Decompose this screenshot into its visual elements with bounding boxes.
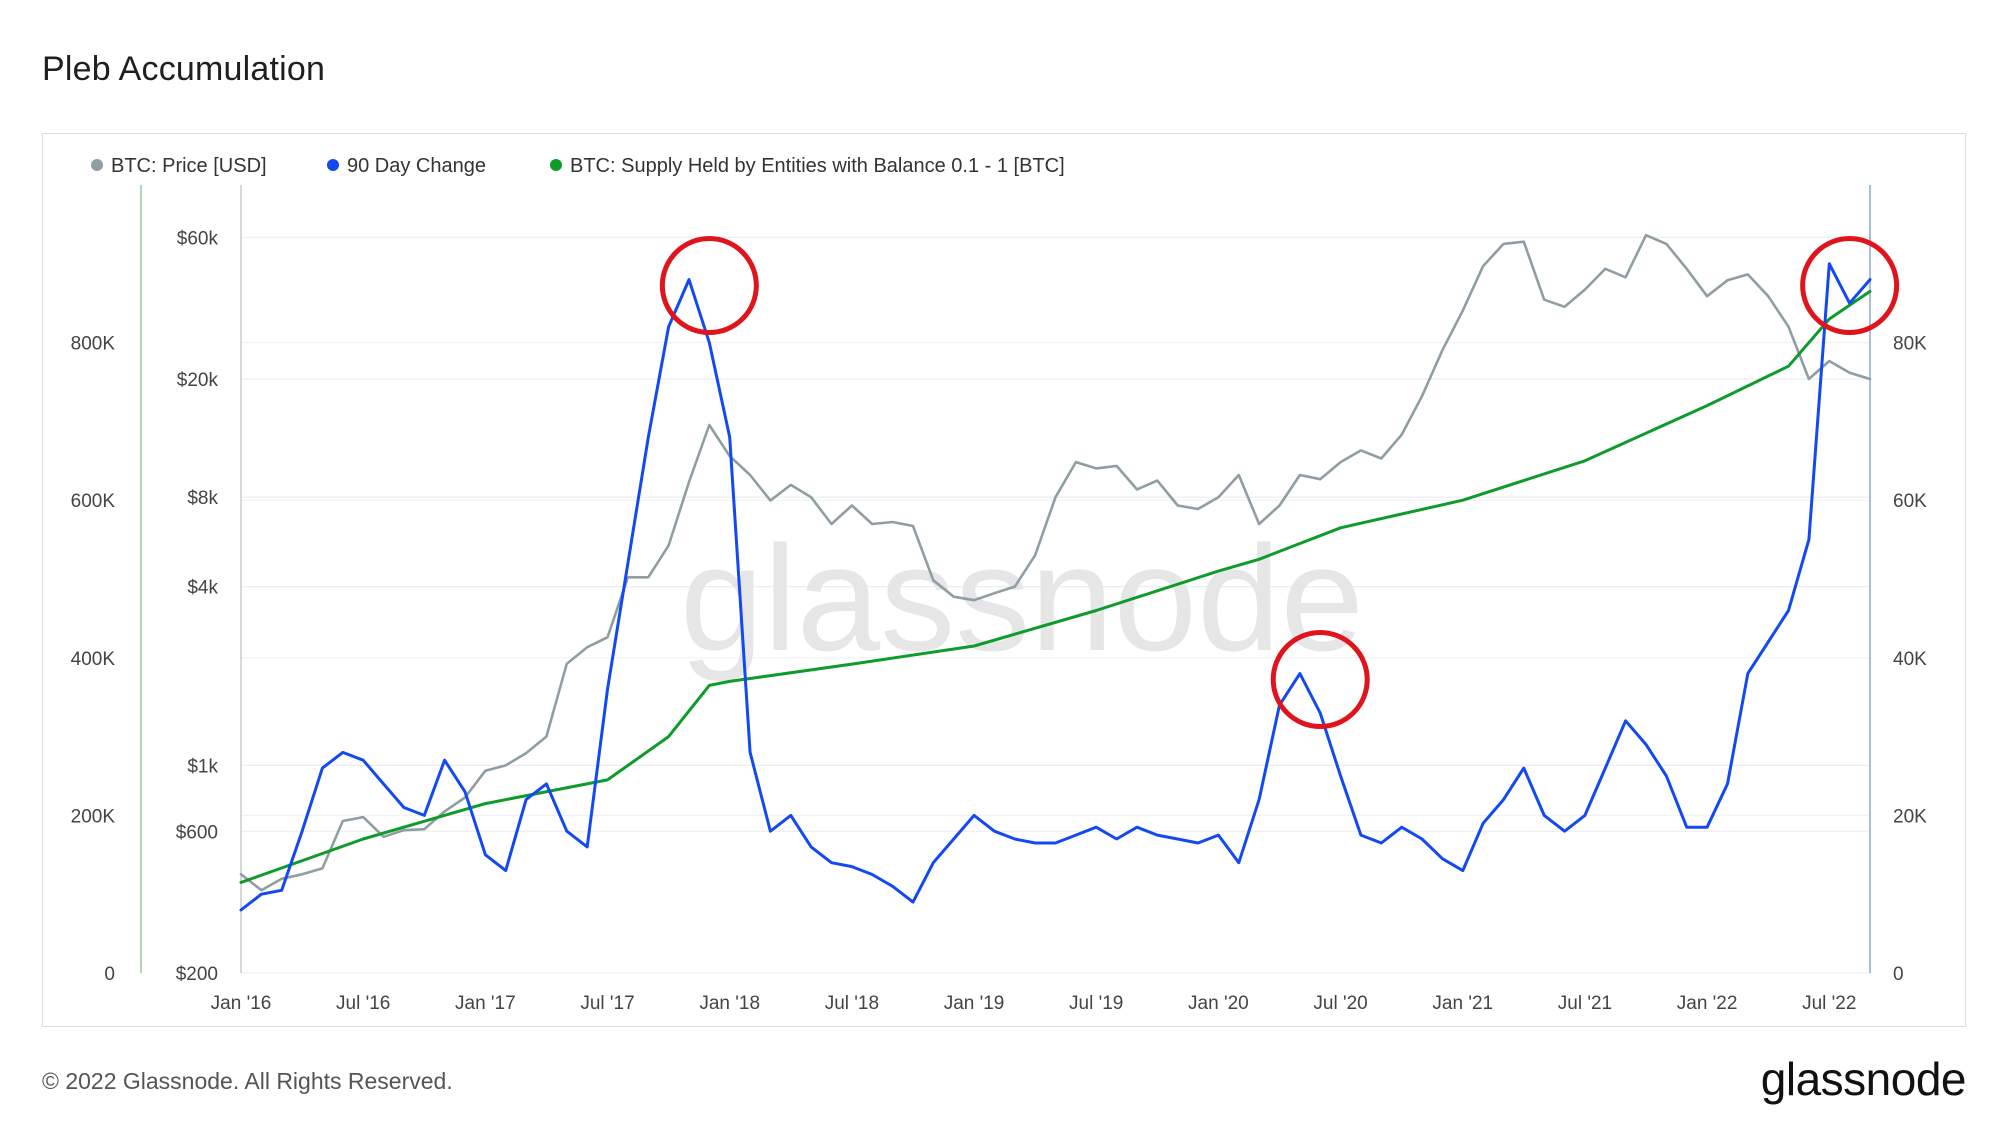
glassnode-logo: glassnode [1760,1053,1967,1105]
grid-layer [241,236,1870,974]
y-left-outer-tick-label: 200K [71,806,116,827]
series-price-line [239,233,1872,892]
annotation-circle [659,236,759,336]
legend-item-supply-label: BTC: Supply Held by Entities with Balanc… [570,155,1065,177]
x-tick-label: Jul '16 [336,993,390,1014]
y-left-outer-tick-label: 400K [71,649,116,670]
legend: BTC: Price [USD] 90 Day Change BTC: Supp… [91,155,1065,177]
y-right-tick-label: 20K [1893,806,1927,827]
x-tick-label: Jan '22 [1677,993,1738,1014]
x-tick-label: Jul '20 [1313,993,1367,1014]
axis-labels-layer: 0 200K 400K 600K 800K $200 $600 $1k $4k $8k $20k $6… [71,228,1928,1014]
y-left-outer-tick-label: 600K [71,491,116,512]
x-tick-label: Jan '18 [699,993,760,1014]
annotation-circle [1800,236,1900,336]
x-tick-label: Jul '17 [580,993,634,1014]
chart-frame [42,133,1966,1027]
y-left-inner-tick-label: $200 [176,964,218,985]
legend-item-price-marker [91,159,103,171]
x-tick-label: Jul '18 [825,993,879,1014]
x-tick-label: Jan '20 [1188,993,1249,1014]
y-right-tick-label: 60K [1893,491,1927,512]
y-right-tick-label: 0 [1893,964,1904,985]
watermark: glassnode [680,514,1364,682]
page-title: Pleb Accumulation [42,50,326,88]
x-tick-label: Jan '21 [1432,993,1493,1014]
x-tick-label: Jan '16 [211,993,272,1014]
series-supply-line [239,289,1872,884]
y-right-tick-label: 80K [1893,334,1927,355]
y-left-inner-tick-label: $20k [177,370,219,391]
legend-item-change-marker [327,159,339,171]
legend-item-supply-marker [550,159,562,171]
x-tick-label: Jan '19 [944,993,1005,1014]
x-tick-label: Jul '19 [1069,993,1123,1014]
y-left-inner-tick-label: $60k [177,228,219,249]
y-left-outer-tick-label: 0 [104,964,115,985]
footer-copyright: © 2022 Glassnode. All Rights Reserved. [42,1068,453,1094]
y-right-tick-label: 40K [1893,649,1927,670]
x-tick-label: Jan '17 [455,993,516,1014]
x-tick-label: Jul '22 [1802,993,1856,1014]
annotation-circle [1270,630,1370,730]
y-left-inner-tick-label: $1k [187,756,218,777]
annotations-layer [659,236,1900,730]
legend-item-change-label: 90 Day Change [347,155,486,177]
legend-item-price-label: BTC: Price [USD] [111,155,267,177]
series-change-line [239,262,1872,912]
y-left-outer-tick-label: 800K [71,334,116,355]
y-left-inner-tick-label: $8k [187,488,218,509]
y-left-inner-tick-label: $4k [187,578,218,599]
y-left-inner-tick-label: $600 [176,822,218,843]
x-tick-label: Jul '21 [1558,993,1612,1014]
series-layer [239,233,1872,912]
